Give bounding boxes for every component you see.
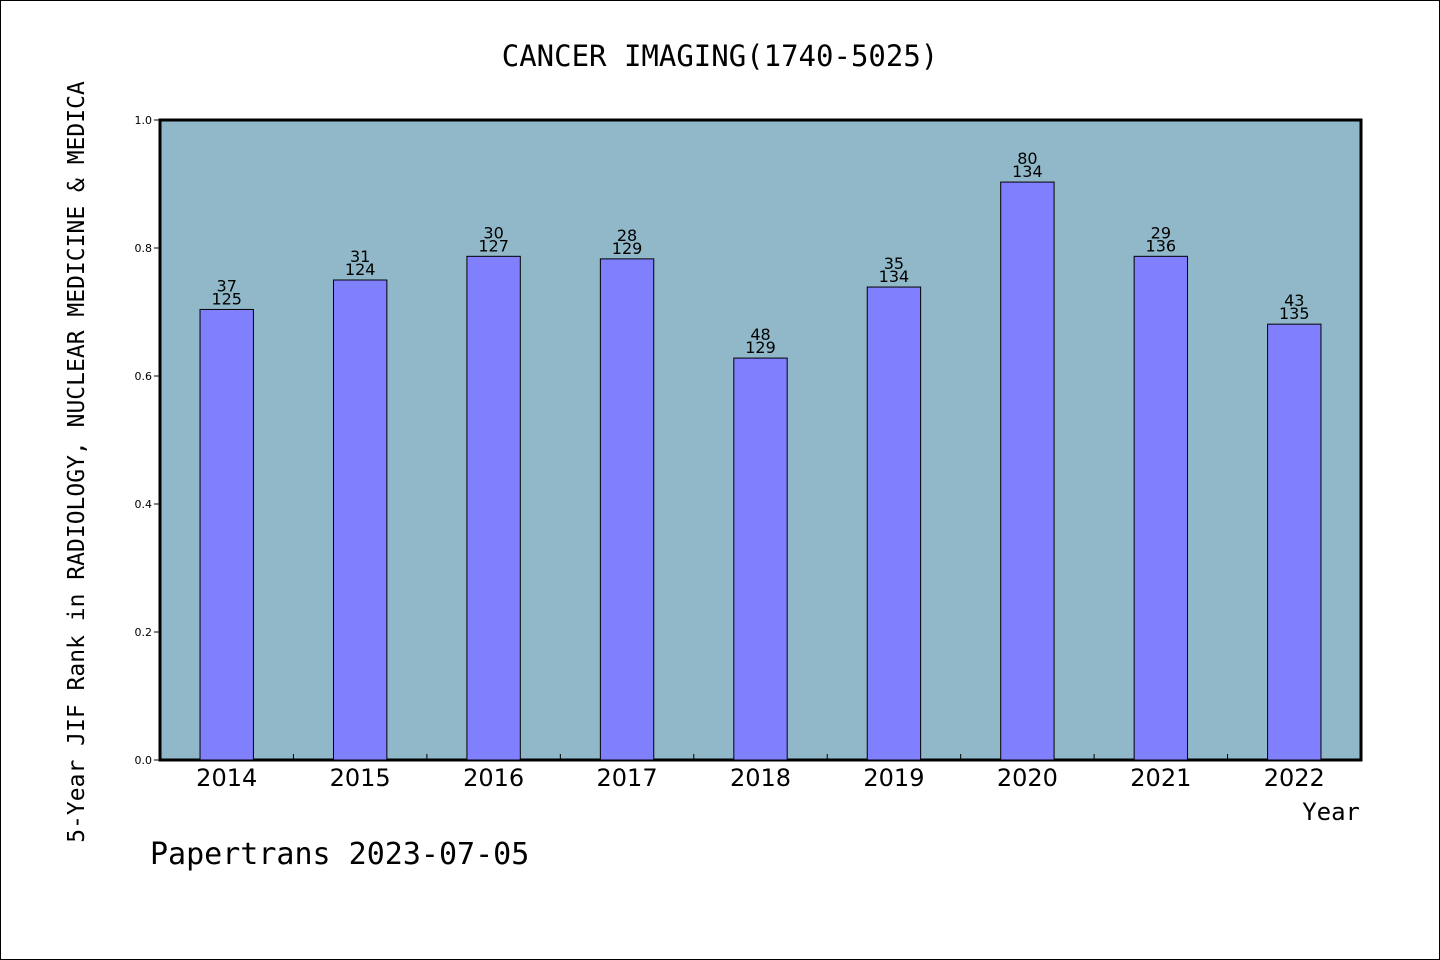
x-tick-label: 2017	[597, 764, 658, 792]
x-tick-label: 2018	[730, 764, 791, 792]
bar-total-label: 129	[745, 338, 776, 357]
bar-rank-label: 30	[483, 223, 503, 242]
x-tick-label: 2020	[997, 764, 1058, 792]
bar	[733, 357, 788, 761]
x-tick-label: 2015	[330, 764, 391, 792]
bar-total-label: 136	[1146, 236, 1177, 255]
bar-total-label: 124	[345, 260, 376, 279]
bar-rank-label: 35	[884, 254, 904, 273]
y-tick-label: 0.8	[135, 242, 153, 255]
y-axis-label: 5-Year JIF Rank in RADIOLOGY, NUCLEAR ME…	[64, 81, 90, 843]
bar	[332, 279, 388, 761]
x-tick-label: 2016	[463, 764, 524, 792]
bar-rank-label: 80	[1017, 149, 1037, 168]
bar-rank-label: 29	[1151, 223, 1171, 242]
bar	[199, 308, 254, 761]
bar	[1267, 323, 1322, 761]
bar-total-label: 134	[879, 267, 910, 286]
y-axis: 0.0 0.2 0.4 0.6 0.8 1.0	[135, 114, 160, 767]
y-tick-label: 1.0	[135, 114, 153, 127]
bar-rank-label: 48	[750, 325, 770, 344]
x-tick-label: 2019	[863, 764, 924, 792]
y-tick-label: 0.0	[135, 754, 153, 767]
bar-total-label: 134	[1012, 162, 1043, 181]
bar	[866, 286, 922, 761]
x-axis-label: Year	[1302, 798, 1360, 826]
bars: 3712531124301272812948129351348013429136…	[199, 149, 1322, 761]
bar	[466, 255, 521, 761]
bar-rank-label: 37	[217, 276, 237, 295]
bar-rank-label: 31	[350, 247, 370, 266]
x-tick-label: 2022	[1264, 764, 1325, 792]
bar-total-label: 135	[1279, 304, 1310, 323]
bar	[1133, 255, 1189, 761]
x-tick-label: 2014	[196, 764, 257, 792]
chart-title: CANCER IMAGING(1740-5025)	[502, 39, 939, 73]
bar-total-label: 129	[612, 239, 643, 258]
bar-total-label: 127	[478, 236, 509, 255]
footer-credit: Papertrans 2023-07-05	[150, 837, 529, 872]
x-axis: 2014 2015 2016 2017 2018 2019 2020 2021 2022	[196, 754, 1325, 792]
bar	[599, 258, 655, 761]
bar-rank-label: 28	[617, 226, 637, 245]
y-tick-label: 0.6	[135, 370, 153, 383]
y-tick-label: 0.2	[135, 626, 153, 639]
bar-rank-label: 43	[1284, 291, 1304, 310]
bar	[1000, 181, 1055, 761]
bar-total-label: 125	[211, 289, 242, 308]
x-tick-label: 2021	[1130, 764, 1191, 792]
y-tick-label: 0.4	[135, 498, 153, 511]
